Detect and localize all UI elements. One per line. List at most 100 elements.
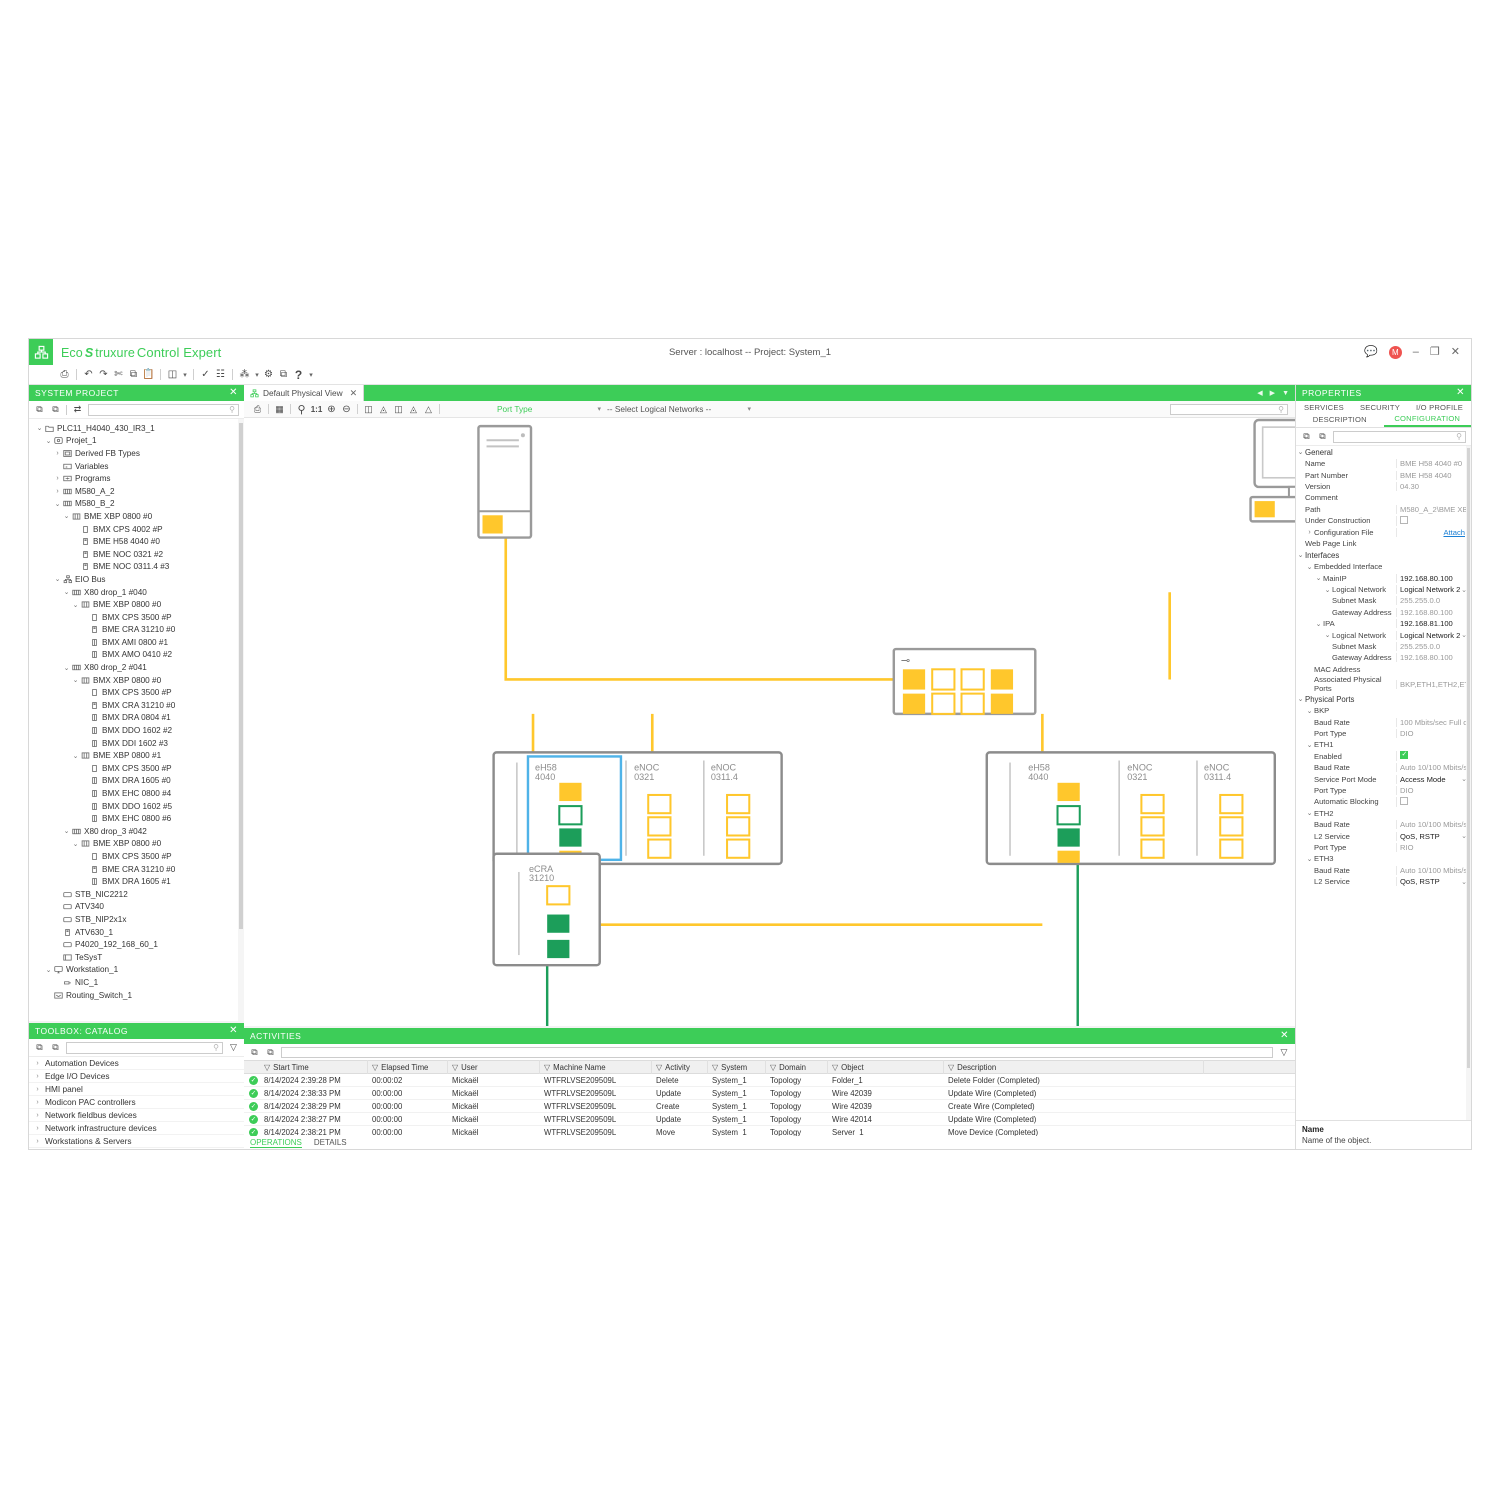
- distribute-icon[interactable]: △: [425, 403, 432, 414]
- tree-expander-icon[interactable]: ⌄: [36, 425, 43, 433]
- sort-icon[interactable]: ⇄: [73, 404, 82, 414]
- filter-icon[interactable]: ▽: [770, 1062, 777, 1072]
- copy-icon[interactable]: ⧉: [129, 369, 138, 380]
- tree-item[interactable]: ATV340: [29, 901, 244, 914]
- tree-item[interactable]: BMX DRA 1605 #1: [29, 875, 244, 888]
- tree-item[interactable]: ⌄ X80 drop_1 #040: [29, 586, 244, 599]
- tree-expander-icon[interactable]: ⌄: [63, 664, 70, 672]
- export-icon[interactable]: ⎙: [253, 403, 262, 414]
- paste-icon[interactable]: 📋: [142, 369, 155, 380]
- redo-icon[interactable]: ↷: [99, 369, 108, 380]
- column-header[interactable]: ▽ Machine Name: [540, 1060, 652, 1074]
- expand-all-icon[interactable]: ⧉: [36, 1042, 43, 1052]
- zoom-actual-button[interactable]: 1:1: [310, 404, 323, 414]
- chevron-right-icon[interactable]: ›: [1308, 528, 1311, 536]
- column-header[interactable]: ▽ Object: [828, 1060, 944, 1074]
- tree-item[interactable]: BMX DRA 0804 #1: [29, 712, 244, 725]
- close-button[interactable]: ✕: [1450, 345, 1460, 358]
- filter-icon[interactable]: ▽: [832, 1062, 839, 1072]
- chevron-down-icon[interactable]: ⌄: [1461, 632, 1467, 640]
- tree-scrollbar[interactable]: [238, 419, 244, 1021]
- expand-all-icon[interactable]: ⧉: [1303, 431, 1310, 441]
- diagram-search-input[interactable]: ⚲: [1170, 403, 1288, 415]
- toolbox-item[interactable]: › Network fieldbus devices: [29, 1109, 244, 1122]
- tree-item[interactable]: BME CRA 31210 #0: [29, 863, 244, 876]
- chevron-down-icon[interactable]: ▾: [255, 371, 259, 379]
- chevron-down-icon[interactable]: ⌄: [1297, 696, 1304, 704]
- column-header[interactable]: ▽ Elapsed Time: [368, 1060, 448, 1074]
- scrollbar-thumb[interactable]: [1467, 448, 1470, 1069]
- filter-icon[interactable]: ▽: [452, 1062, 459, 1072]
- align-right-icon[interactable]: ◫: [394, 403, 403, 414]
- tree-expander-icon[interactable]: ›: [36, 1124, 39, 1132]
- align-top-icon[interactable]: ◬: [380, 403, 387, 414]
- property-group[interactable]: ⌄ Physical Ports: [1296, 693, 1471, 705]
- align-bottom-icon[interactable]: ◬: [410, 403, 417, 414]
- tree-item[interactable]: STB_NIP2x1x: [29, 913, 244, 926]
- tree-expander-icon[interactable]: ⌄: [63, 828, 70, 836]
- tree-expander-icon[interactable]: ⌄: [45, 437, 52, 445]
- tree-item[interactable]: NIC_1: [29, 976, 244, 989]
- property-value[interactable]: QoS, RSTP ⌄: [1396, 877, 1471, 887]
- layout-icon[interactable]: ◫: [167, 369, 178, 380]
- tree-item[interactable]: BME CRA 31210 #0: [29, 624, 244, 637]
- tree-item[interactable]: BMX CRA 31210 #0: [29, 699, 244, 712]
- tab-scroll-right-icon[interactable]: ▶: [1269, 390, 1276, 397]
- chevron-down-icon[interactable]: ⌄: [1306, 810, 1313, 818]
- tree-item[interactable]: ⌄ BME XBP 0800 #0: [29, 510, 244, 523]
- collapse-all-icon[interactable]: ⧉: [52, 404, 59, 414]
- chevron-down-icon[interactable]: ⌄: [1306, 741, 1313, 749]
- tree-item[interactable]: BMX CPS 3500 #P: [29, 850, 244, 863]
- filter-icon[interactable]: ▽: [230, 1042, 237, 1052]
- expand-all-icon[interactable]: ⧉: [36, 404, 43, 414]
- toolbox-list[interactable]: › Automation Devices › Edge I/O Devices › HMI…: [29, 1057, 244, 1149]
- tree-item[interactable]: TeSysT: [29, 951, 244, 964]
- rack-right[interactable]: eH58 4040 eNOC 0321 eNOC 0311.4: [985, 751, 1277, 866]
- activities-search-input[interactable]: [281, 1046, 1273, 1058]
- checkbox[interactable]: [1400, 751, 1408, 760]
- tree-expander-icon[interactable]: ›: [36, 1111, 39, 1119]
- chevron-down-icon[interactable]: ⌄: [1306, 563, 1313, 571]
- network-icon[interactable]: ⁂: [239, 369, 250, 380]
- collapse-all-icon[interactable]: ⧉: [52, 1042, 59, 1052]
- tree-item[interactable]: BMX DDO 1602 #2: [29, 724, 244, 737]
- toolbox-item[interactable]: › Automation Devices: [29, 1057, 244, 1070]
- column-header[interactable]: ▽ Activity: [652, 1060, 708, 1074]
- rack-left[interactable]: eH58 4040 eNOC 0321 eNOC 0311.4: [492, 751, 783, 866]
- search-icon[interactable]: ⚲: [297, 403, 306, 416]
- tree-expander-icon[interactable]: ⌄: [72, 677, 79, 685]
- chevron-down-icon[interactable]: ⌄: [1324, 586, 1331, 594]
- column-header[interactable]: ▽ System: [708, 1060, 766, 1074]
- tree-item[interactable]: BME H58 4040 #0: [29, 535, 244, 548]
- comment-icon[interactable]: 💬: [1364, 345, 1378, 358]
- checkbox[interactable]: [1400, 515, 1408, 524]
- properties-scrollbar[interactable]: [1466, 446, 1471, 1120]
- column-header[interactable]: ▽ Domain: [766, 1060, 828, 1074]
- chevron-down-icon[interactable]: ⌄: [1461, 776, 1467, 784]
- column-header[interactable]: ▽ Description: [944, 1060, 1204, 1074]
- project-tree[interactable]: ⌄ PLC11_H4040_430_IR3_1 ⌄ Projet_1 › Derived …: [29, 419, 244, 1021]
- tree-expander-icon[interactable]: ›: [36, 1072, 39, 1080]
- tree-expander-icon[interactable]: ⌄: [63, 513, 70, 521]
- chevron-down-icon[interactable]: ⌄: [1315, 620, 1322, 628]
- property-group[interactable]: ⌄ General: [1296, 446, 1471, 458]
- tree-item[interactable]: BMX DRA 1605 #0: [29, 775, 244, 788]
- properties-search-input[interactable]: ⚲: [1333, 430, 1466, 443]
- tree-expander-icon[interactable]: ⌄: [54, 500, 61, 508]
- chevron-down-icon[interactable]: ⌄: [1461, 586, 1467, 594]
- toolbox-item[interactable]: › HMI panel: [29, 1083, 244, 1096]
- tree-item[interactable]: BMX AMI 0800 #1: [29, 636, 244, 649]
- filter-icon[interactable]: ▽: [656, 1062, 663, 1072]
- tree-item[interactable]: Routing_Switch_1: [29, 989, 244, 1002]
- tree-expander-icon[interactable]: ›: [36, 1137, 39, 1145]
- tab-list-icon[interactable]: ▼: [1282, 389, 1289, 397]
- tab-services[interactable]: SERVICES: [1304, 403, 1344, 412]
- chevron-down-icon[interactable]: ⌄: [1315, 575, 1322, 583]
- gear-icon[interactable]: ⚙: [264, 369, 273, 380]
- table-row[interactable]: ✓ 8/14/2024 2:39:28 PM 00:00:02 Mickaël WTFR…: [244, 1074, 1295, 1087]
- tree-item[interactable]: ⌄ X80 drop_3 #042: [29, 825, 244, 838]
- build-icon[interactable]: ☷: [216, 369, 225, 380]
- tree-item[interactable]: BMX DDI 1602 #3: [29, 737, 244, 750]
- chevron-down-icon[interactable]: ▾: [309, 371, 313, 379]
- tree-item[interactable]: BMX CPS 4002 #P: [29, 523, 244, 536]
